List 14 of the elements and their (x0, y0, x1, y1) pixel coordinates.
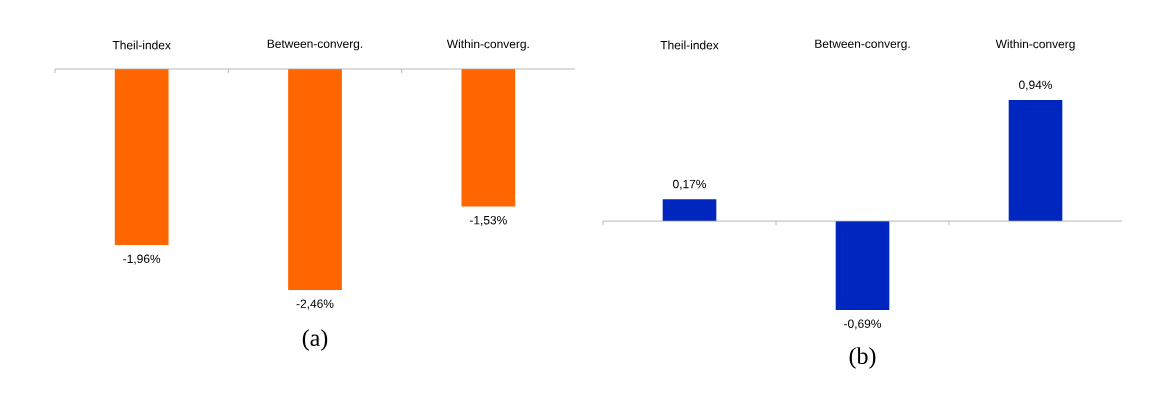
data-label: -0,69% (844, 319, 882, 330)
text: (b) (849, 347, 876, 369)
x-tick-label: Theil-index (112, 40, 171, 50)
data-label: -1,96% (123, 254, 161, 265)
data-label: -2,46% (296, 299, 334, 310)
x-tick-label: Theil-index (660, 40, 719, 50)
data-label: -1,53% (469, 215, 507, 226)
text: (a) (302, 329, 328, 351)
x-tick-label: Within-converg. (446, 39, 529, 51)
x-tick-label: Between-converg. (815, 39, 910, 51)
x-tick-label: Between-converg. (267, 39, 363, 51)
x-tick-label: Within-converg (995, 39, 1075, 51)
data-label: 0,17% (673, 179, 707, 190)
data-label: 0,94% (1019, 80, 1053, 91)
